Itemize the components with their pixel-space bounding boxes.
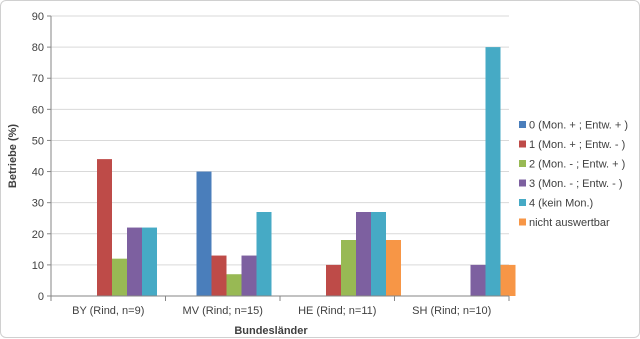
legend-label: 4 (kein Mon.): [529, 198, 593, 210]
legend-swatch: [519, 140, 526, 148]
x-tick-label: BY (Rind, n=9): [72, 305, 144, 317]
legend-swatch: [519, 179, 526, 187]
legend-swatch: [519, 121, 526, 128]
bar: [500, 264, 516, 296]
y-tick-label: 0: [38, 291, 44, 303]
y-tick-label: 90: [32, 11, 44, 23]
bar: [371, 212, 386, 296]
y-axis-title: Betriebe (%): [7, 124, 19, 189]
bar: [256, 212, 272, 296]
bar: [341, 240, 356, 296]
y-tick-label: 50: [32, 135, 44, 147]
legend-label: 2 (Mon. - ; Entw. + ): [529, 159, 625, 171]
bar: [226, 274, 242, 296]
bar: [127, 227, 142, 296]
y-tick-label: 10: [32, 260, 44, 272]
bar: [112, 258, 127, 296]
x-tick-label: SH (Rind; n=10): [412, 305, 491, 317]
y-tick-label: 30: [32, 198, 44, 210]
bar: [196, 171, 212, 296]
legend-label: 0 (Mon. + ; Entw. + ): [529, 120, 628, 132]
bar: [356, 212, 371, 296]
y-tick-label: 80: [32, 42, 44, 54]
y-tick-label: 20: [32, 229, 44, 241]
legend-label: nicht auswertbar: [529, 217, 610, 229]
gridlines: [51, 15, 509, 266]
x-tick-label: HE (Rind; n=11): [298, 305, 376, 317]
legend-label: 1 (Mon. + ; Entw. - ): [529, 139, 625, 151]
bar: [241, 255, 257, 296]
bar: [97, 159, 112, 296]
legend-swatch: [519, 160, 526, 167]
x-axis-title: Bundesländer: [234, 325, 308, 337]
bar: [386, 240, 401, 296]
y-tick-label: 60: [32, 104, 44, 116]
bar: [211, 255, 227, 296]
bars: [97, 47, 516, 296]
bar: [326, 264, 341, 296]
bar: [470, 264, 486, 296]
axes: 0 10 20 30 40 50 60 70 80 90 BY (Rind, n=9) MV (Rin…: [32, 11, 510, 317]
legend-label: 3 (Mon. - ; Entw. - ): [529, 178, 623, 190]
y-tick-label: 70: [32, 73, 44, 85]
legend: 0 (Mon. + ; Entw. + ) 1 (Mon. + ; Entw. -…: [519, 120, 628, 229]
legend-swatch: [519, 218, 526, 226]
legend-swatch: [519, 199, 526, 206]
x-tick-label: MV (Rind; n=15): [183, 305, 263, 317]
bar: [485, 47, 501, 296]
y-tick-label: 40: [32, 167, 44, 179]
bar: [142, 227, 157, 296]
